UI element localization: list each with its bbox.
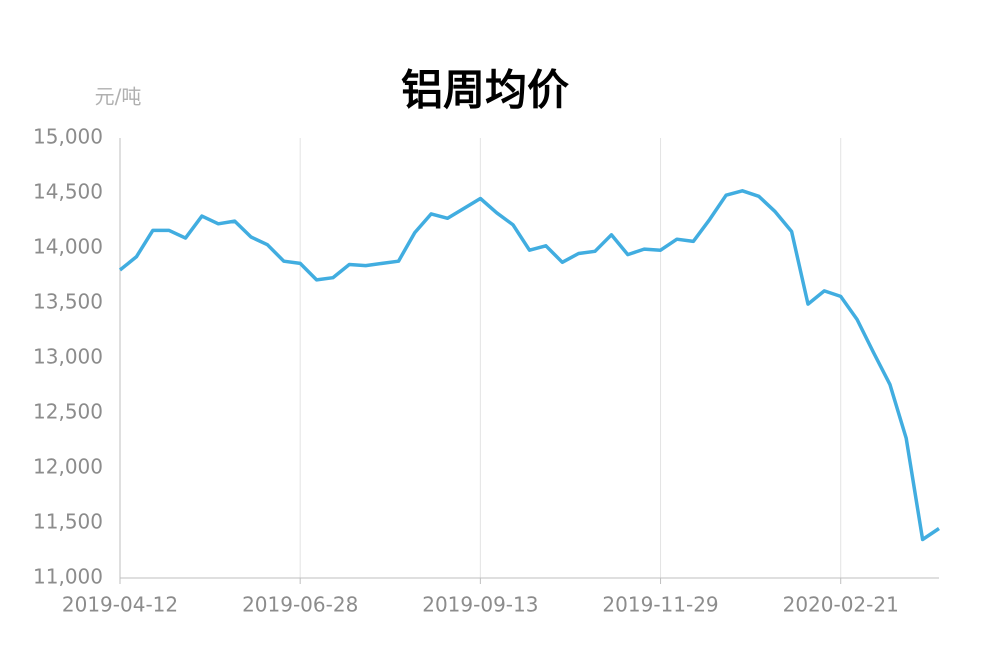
y-tick-label: 11,000 (33, 565, 103, 589)
chart-title: 铝周均价 (401, 66, 569, 115)
y-tick-label: 12,500 (33, 400, 103, 424)
y-tick-label: 13,500 (33, 290, 103, 314)
x-tick-label: 2019-06-28 (242, 593, 358, 617)
x-tick-label: 2020-02-21 (783, 593, 899, 617)
y-tick-label: 14,000 (33, 235, 103, 259)
y-tick-label: 13,000 (33, 345, 103, 369)
y-tick-label: 12,000 (33, 455, 103, 479)
y-tick-label: 14,500 (33, 180, 103, 204)
y-tick-label: 11,500 (33, 510, 103, 534)
x-tick-label: 2019-09-13 (422, 593, 538, 617)
x-tick-label: 2019-11-29 (602, 593, 718, 617)
y-axis-label: 元/吨 (95, 85, 142, 109)
x-tick-label: 2019-04-12 (62, 593, 178, 617)
y-tick-label: 15,000 (33, 125, 103, 149)
data-line (118, 189, 940, 542)
